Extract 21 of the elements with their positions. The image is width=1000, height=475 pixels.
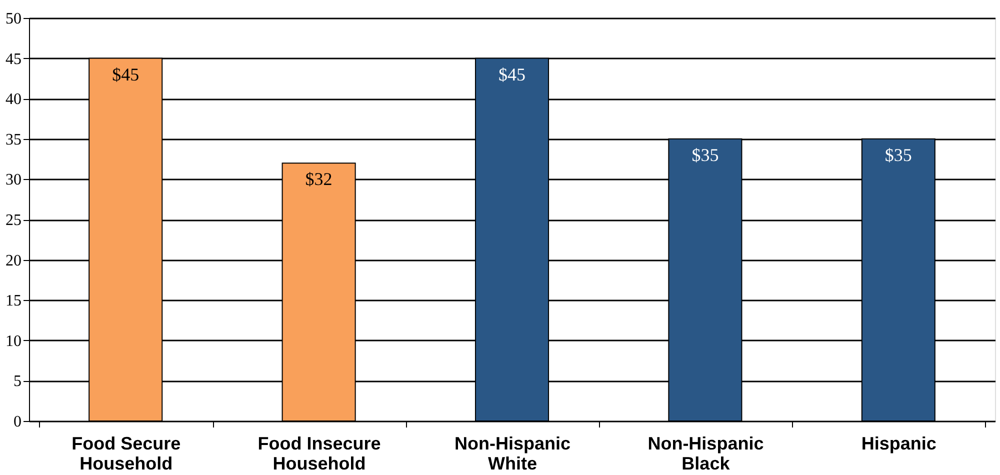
- y-tick-label: 35: [6, 131, 22, 148]
- y-tick-label: 25: [6, 212, 22, 229]
- data-label: $45: [498, 64, 526, 84]
- data-label: $35: [884, 144, 912, 165]
- y-tick-label: 30: [6, 172, 22, 189]
- y-tick-label: 45: [6, 50, 22, 68]
- x-tick-label: Non-Hispanic White: [454, 434, 571, 474]
- y-tick-label: 40: [6, 91, 22, 108]
- x-tick-label: Food Insecure Household: [258, 434, 381, 474]
- x-tick-label: Hispanic: [861, 434, 936, 454]
- data-label: $35: [692, 144, 719, 165]
- y-tick-label: 50: [6, 10, 22, 28]
- x-tick-label: Food Secure Household: [72, 434, 181, 474]
- x-tick-label: Non-Hispanic Black: [648, 434, 764, 474]
- data-label: $45: [112, 64, 140, 84]
- y-tick-label: 10: [6, 332, 22, 350]
- data-label: $32: [305, 169, 332, 190]
- y-tick-label: 5: [14, 373, 22, 390]
- y-tick-label: 20: [6, 252, 22, 270]
- y-tick-label: 0: [14, 414, 22, 430]
- y-tick-label: 15: [6, 292, 22, 310]
